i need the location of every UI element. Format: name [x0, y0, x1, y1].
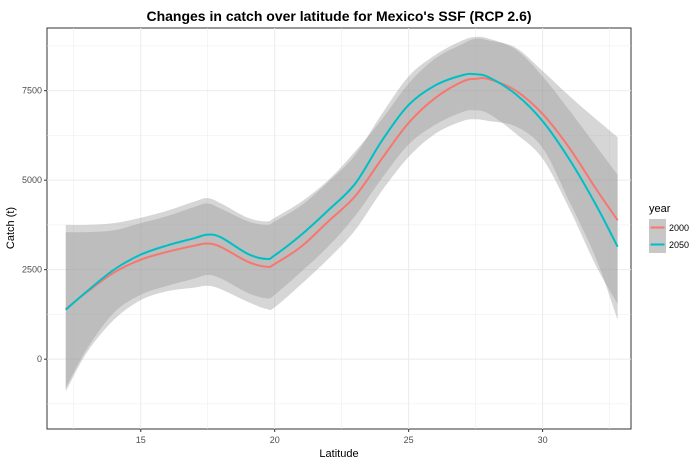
- chart-title: Changes in catch over latitude for Mexic…: [146, 8, 531, 24]
- x-tick-label: 20: [270, 435, 280, 445]
- ci-ribbon-2050: [65, 36, 618, 388]
- legend: year 2000 2050: [649, 203, 689, 253]
- legend-label-2050: 2050: [669, 240, 689, 250]
- x-tick-label: 25: [404, 435, 414, 445]
- x-tick-label: 15: [136, 435, 146, 445]
- y-axis: 0 2500 5000 7500: [22, 86, 47, 364]
- y-tick-label: 2500: [22, 265, 42, 275]
- x-tick-label: 30: [538, 435, 548, 445]
- y-tick-label: 5000: [22, 175, 42, 185]
- legend-label-2000: 2000: [669, 223, 689, 233]
- series-line-2000: [65, 77, 619, 310]
- series-line-2050: [65, 72, 619, 311]
- y-tick-label: 0: [37, 354, 42, 364]
- y-axis-title: Catch (t): [5, 207, 17, 249]
- ci-ribbon-2000: [65, 38, 618, 392]
- plot-panel: [46, 27, 632, 430]
- confidence-ribbons: [65, 36, 618, 392]
- x-axis: 15 20 25 30: [136, 429, 548, 445]
- series-lines: [65, 72, 619, 311]
- grid-lines: [47, 28, 631, 429]
- legend-title: year: [649, 203, 671, 215]
- y-tick-label: 7500: [22, 86, 42, 96]
- x-axis-title: Latitude: [319, 448, 358, 460]
